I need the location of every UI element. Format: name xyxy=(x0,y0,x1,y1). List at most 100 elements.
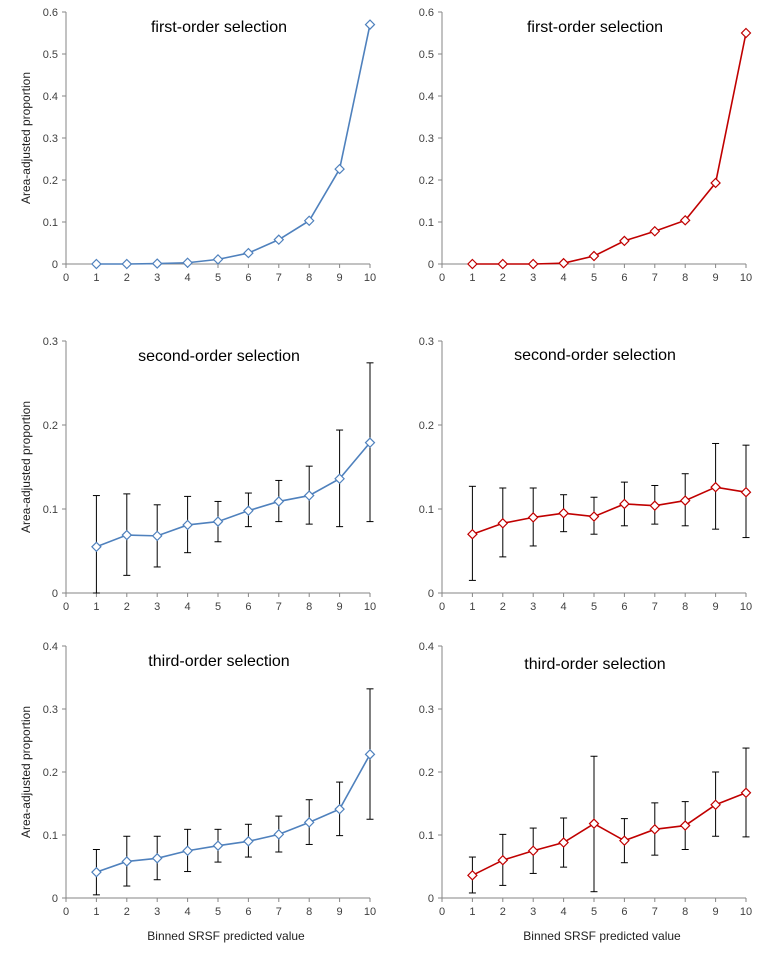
data-point xyxy=(588,818,600,830)
x-tick-label: 7 xyxy=(652,272,658,284)
x-tick-label: 5 xyxy=(591,272,597,284)
data-point xyxy=(619,835,630,847)
data-point xyxy=(467,869,478,881)
x-tick-label: 7 xyxy=(652,601,658,613)
data-point xyxy=(334,163,345,175)
data-point xyxy=(710,177,721,189)
series-line xyxy=(472,486,747,535)
x-tick-label: 1 xyxy=(93,601,99,613)
chart-panel-4: 0 0.1 0.2 0.3 0 1 2 3 4 5 6 7 8 9 10 second-order selec… xyxy=(419,336,752,613)
y-axis-label: Area-adjusted proportion xyxy=(19,706,33,838)
x-tick-label: 10 xyxy=(364,601,376,613)
chart-title: second-order selection xyxy=(514,347,676,364)
x-tick-label: 0 xyxy=(439,906,445,918)
x-tick-label: 0 xyxy=(439,601,445,613)
y-tick-label: 0.4 xyxy=(43,91,58,103)
x-tick-label: 6 xyxy=(245,272,251,284)
x-axis-label: Binned SRSF predicted value xyxy=(523,929,681,943)
data-point xyxy=(151,258,163,269)
chart-panel-5: 0 0.1 0.2 0.3 0.4 0 1 2 3 4 5 6 7 8 9 10 third-order sel… xyxy=(19,641,376,943)
x-tick-label: 8 xyxy=(682,601,688,613)
x-tick-label: 6 xyxy=(245,906,251,918)
x-tick-label: 2 xyxy=(500,601,506,613)
data-point xyxy=(467,528,478,540)
data-point xyxy=(649,500,661,511)
data-point xyxy=(303,215,315,227)
data-point xyxy=(619,498,630,510)
x-tick-label: 0 xyxy=(63,601,69,613)
x-tick-label: 5 xyxy=(591,906,597,918)
data-point xyxy=(121,856,133,867)
x-tick-label: 5 xyxy=(215,272,221,284)
chart-title: first-order selection xyxy=(527,19,663,36)
y-tick-label: 0 xyxy=(428,259,434,271)
x-tick-label: 7 xyxy=(276,272,282,284)
y-tick-label: 0.5 xyxy=(419,49,434,61)
data-point xyxy=(91,541,102,553)
y-tick-label: 0 xyxy=(52,259,58,271)
x-tick-label: 6 xyxy=(621,906,627,918)
y-tick-label: 0.3 xyxy=(419,704,434,716)
data-point xyxy=(91,258,102,270)
y-tick-label: 0.2 xyxy=(419,767,434,779)
data-point xyxy=(740,486,752,498)
x-tick-label: 0 xyxy=(439,272,445,284)
chart-panel-6: 0 0.1 0.2 0.3 0.4 0 1 2 3 4 5 6 7 8 9 10 third-order sel… xyxy=(419,641,752,943)
data-point xyxy=(497,258,509,270)
data-point xyxy=(588,511,600,522)
y-tick-label: 0.3 xyxy=(43,704,58,716)
y-tick-label: 0.3 xyxy=(419,336,434,348)
chart-panel-2: 0 0.1 0.2 0.3 0.4 0.5 0.6 0 1 2 3 4 5 6 7 8 9 10 first-ord… xyxy=(419,7,752,284)
series-line xyxy=(96,24,371,265)
data-point xyxy=(497,517,509,529)
data-point xyxy=(212,516,224,527)
x-tick-label: 4 xyxy=(185,272,191,284)
x-tick-label: 7 xyxy=(276,601,282,613)
data-point xyxy=(273,829,285,840)
x-tick-label: 3 xyxy=(154,906,160,918)
data-point xyxy=(619,235,630,247)
x-tick-label: 2 xyxy=(124,906,130,918)
chart-title: first-order selection xyxy=(151,19,287,36)
x-tick-label: 8 xyxy=(306,906,312,918)
data-point xyxy=(303,490,315,501)
x-axis-label: Binned SRSF predicted value xyxy=(147,929,305,943)
data-point xyxy=(121,529,133,541)
data-point xyxy=(182,845,193,857)
y-tick-label: 0.3 xyxy=(43,133,58,145)
x-tick-label: 1 xyxy=(469,601,475,613)
data-point xyxy=(273,496,285,507)
x-tick-label: 4 xyxy=(561,601,567,613)
y-tick-label: 0.1 xyxy=(43,217,58,229)
data-point xyxy=(182,519,193,531)
y-tick-label: 0.1 xyxy=(43,504,58,516)
x-tick-label: 8 xyxy=(306,272,312,284)
x-tick-label: 2 xyxy=(124,601,130,613)
data-point xyxy=(740,787,752,799)
y-tick-label: 0.6 xyxy=(419,7,434,19)
data-point xyxy=(364,437,376,448)
chart-title: second-order selection xyxy=(138,348,300,365)
data-point xyxy=(212,840,224,852)
x-tick-label: 9 xyxy=(713,272,719,284)
x-tick-label: 3 xyxy=(154,272,160,284)
x-tick-label: 8 xyxy=(682,272,688,284)
data-point xyxy=(151,852,163,864)
y-tick-label: 0.1 xyxy=(43,830,58,842)
y-tick-label: 0.1 xyxy=(419,830,434,842)
x-tick-label: 6 xyxy=(621,601,627,613)
x-tick-label: 6 xyxy=(245,601,251,613)
data-point xyxy=(91,866,102,878)
chart-title: third-order selection xyxy=(524,656,665,673)
data-point xyxy=(151,530,163,542)
series-line xyxy=(96,753,371,873)
x-tick-label: 3 xyxy=(154,601,160,613)
data-point xyxy=(497,854,509,866)
x-tick-label: 0 xyxy=(63,906,69,918)
data-point xyxy=(334,473,345,485)
chart-title: third-order selection xyxy=(148,653,289,670)
data-point xyxy=(558,837,569,848)
x-tick-label: 5 xyxy=(591,601,597,613)
x-tick-label: 4 xyxy=(561,272,567,284)
y-tick-label: 0 xyxy=(428,893,434,905)
